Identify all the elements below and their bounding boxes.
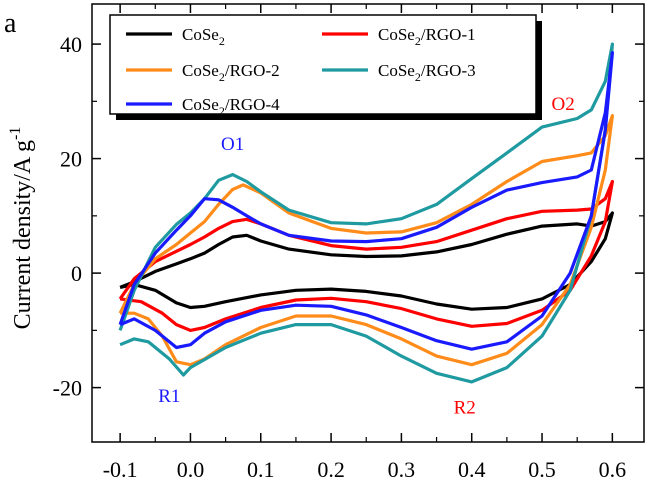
x-tick-label: 0.3 (388, 457, 416, 482)
y-axis: -20 0 20 40 (53, 32, 644, 401)
series-curve-3 (118, 114, 614, 367)
legend-label-5: CoSe2/RGO-4 (182, 95, 280, 118)
x-tick-label: 0.6 (599, 457, 627, 482)
series-curve-2 (118, 179, 614, 332)
y-tick-label: 20 (60, 147, 82, 172)
legend: CoSe2 CoSe2/RGO-1 CoSe2/RGO-2 CoSe2/RGO-3 Co… (109, 14, 542, 120)
series-curve-1 (119, 211, 614, 311)
peak-label-o2: O2 (552, 94, 575, 115)
x-tick-label: 0.1 (247, 457, 275, 482)
x-tick-label: 0.4 (458, 457, 486, 482)
legend-box (109, 14, 537, 115)
legend-label-3: CoSe2/RGO-2 (182, 61, 280, 84)
x-tick-label: -0.1 (103, 457, 138, 482)
curves-group (118, 42, 614, 384)
legend-label-2: CoSe2/RGO-1 (378, 25, 476, 48)
peak-annotations: O1 O2 R1 R2 (158, 94, 574, 418)
peak-label-r1: R1 (158, 386, 180, 407)
y-axis-label: Current density/A g-1 (7, 127, 36, 330)
legend-label-1: CoSe2 (182, 25, 225, 48)
y-tick-label: -20 (53, 376, 82, 401)
x-tick-label: 0.5 (528, 457, 556, 482)
series-curve-5 (118, 51, 614, 351)
y-tick-label: 0 (71, 261, 82, 286)
panel-label: a (4, 8, 17, 39)
y-tick-label: 40 (60, 32, 82, 57)
peak-label-o1: O1 (221, 134, 244, 155)
x-tick-label: 0.0 (177, 457, 205, 482)
plot-frame (91, 3, 645, 443)
peak-label-r2: R2 (454, 397, 476, 418)
series-curve-4 (118, 42, 614, 384)
x-axis: -0.1 0.0 0.1 0.2 0.3 0.4 0.5 0.6 (103, 4, 626, 482)
legend-label-4: CoSe2/RGO-3 (378, 61, 476, 84)
x-tick-label: 0.2 (317, 457, 345, 482)
